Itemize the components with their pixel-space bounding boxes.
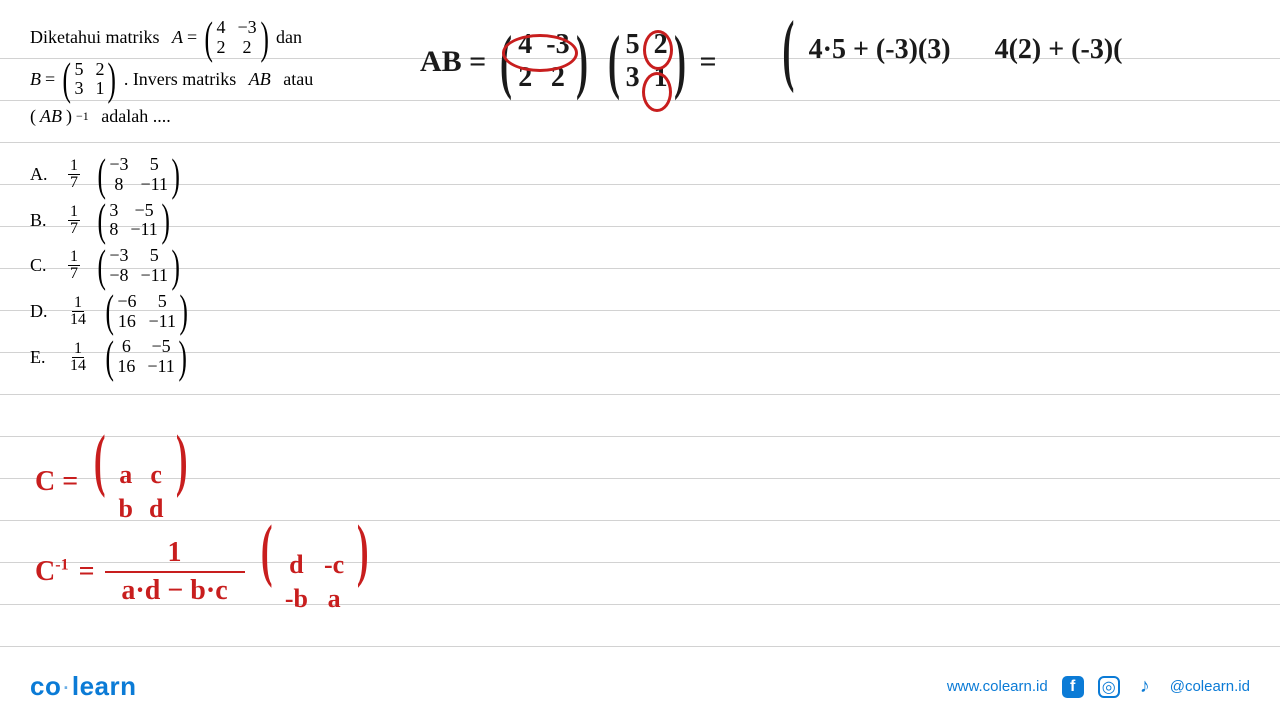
option-matrix: (6−516−11) [102,337,190,377]
matrix-B: ( 5 2 3 1 ) [59,60,120,100]
logo: co·learn [30,671,137,702]
question-block: Diketahui matriks A = ( 4 −3 2 2 ) dan B… [30,18,400,129]
handwritten-calc: ( 4·5 + (-3)(3) 4(2) + (-3)( [775,30,1122,70]
red-formula: C = ( a c b d ) C-1 = 1 a·d − b·c [35,440,374,620]
red-circle [643,30,673,70]
option-letter: B. [30,210,54,231]
red-mat-C: ( a c b d ) [88,440,194,524]
option-letter: D. [30,301,54,322]
q-dan: dan [276,26,302,49]
option-fraction: 17 [68,158,80,191]
option-matrix: (−6516−11) [102,292,191,332]
footer-url[interactable]: www.colearn.id [947,678,1048,695]
option-row: B. 17 (3−58−11) [30,201,191,241]
options-block: A. 17 (−358−11) B. 17 (3−58−11) C. 17 (−35−8−11)… [30,155,191,383]
red-fraction: 1 a·d − b·c [105,537,245,607]
option-matrix: (−358−11) [94,155,183,195]
option-row: C. 17 (−35−8−11) [30,246,191,286]
matrix-A: ( 4 −3 2 2 ) [201,18,272,58]
option-fraction: 114 [68,341,88,374]
red-mat-inv: ( d -c -b a ) [255,530,375,614]
instagram-icon[interactable]: ◎ [1098,676,1120,698]
footer-handle[interactable]: @colearn.id [1170,678,1250,695]
red-circle [642,72,672,112]
option-fraction: 17 [68,249,80,282]
option-row: E. 114 (6−516−11) [30,337,191,377]
option-matrix: (−35−8−11) [94,246,183,286]
option-fraction: 114 [68,295,88,328]
facebook-icon[interactable]: f [1062,676,1084,698]
q-A: A [172,26,183,49]
option-row: D. 114 (−6516−11) [30,292,191,332]
footer: co·learn www.colearn.id f ◎ ♪ @colearn.i… [0,671,1280,702]
q-intro1: Diketahui matriks [30,26,159,49]
option-letter: C. [30,255,54,276]
option-letter: A. [30,164,54,185]
option-fraction: 17 [68,204,80,237]
tiktok-icon[interactable]: ♪ [1134,676,1156,698]
q-B: B [30,68,41,91]
option-letter: E. [30,347,54,368]
option-row: A. 17 (−358−11) [30,155,191,195]
option-matrix: (3−58−11) [94,201,173,241]
red-circle [502,34,578,72]
